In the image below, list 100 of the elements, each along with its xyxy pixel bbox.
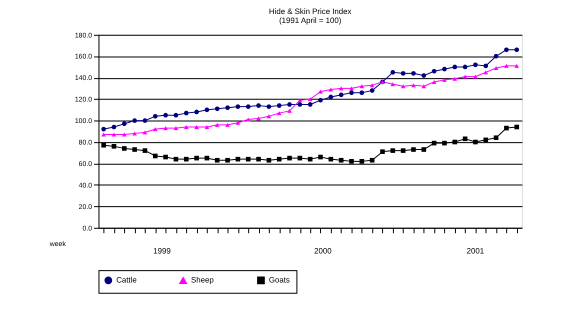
point — [452, 64, 458, 70]
point — [483, 64, 488, 68]
point — [112, 132, 116, 137]
point — [370, 88, 374, 93]
point — [338, 92, 344, 98]
point — [494, 135, 498, 140]
point — [421, 84, 426, 88]
point — [400, 84, 406, 88]
point — [308, 97, 313, 102]
point — [494, 66, 498, 70]
point — [308, 102, 313, 107]
point — [514, 64, 520, 68]
point — [152, 114, 158, 119]
point — [432, 68, 436, 74]
point — [483, 70, 488, 74]
point — [214, 122, 220, 127]
point — [370, 158, 374, 163]
point — [204, 156, 210, 160]
legend-label: Cattle — [116, 275, 138, 284]
legend-label: Goats — [268, 275, 290, 284]
text: 2001 — [466, 246, 484, 256]
point — [442, 78, 447, 82]
point — [338, 86, 344, 90]
point — [174, 112, 178, 118]
point — [174, 126, 178, 130]
point — [276, 103, 282, 108]
point — [174, 156, 178, 162]
point — [246, 104, 251, 109]
point — [390, 148, 396, 153]
point — [318, 98, 323, 103]
point — [276, 111, 282, 116]
point — [494, 54, 498, 59]
point — [452, 76, 458, 81]
point — [194, 125, 199, 130]
point — [163, 112, 168, 118]
point — [298, 156, 302, 160]
point — [194, 156, 199, 160]
point — [266, 104, 272, 109]
point — [256, 156, 261, 162]
point — [390, 70, 396, 75]
point — [214, 158, 220, 163]
legend-label: Sheep — [191, 276, 214, 285]
chart-subtitle: (1991 April = 100) — [279, 16, 342, 25]
point — [101, 142, 106, 148]
point — [318, 154, 323, 160]
point — [390, 82, 396, 86]
point — [514, 48, 520, 52]
point — [122, 132, 127, 137]
point — [225, 158, 230, 163]
point — [132, 147, 137, 152]
point — [287, 108, 292, 113]
point — [421, 147, 426, 152]
point — [266, 114, 272, 118]
point — [338, 158, 344, 163]
point — [452, 140, 458, 144]
point — [360, 90, 364, 95]
point — [214, 106, 220, 112]
point — [112, 124, 116, 130]
point — [432, 140, 436, 146]
point — [462, 64, 468, 70]
point — [132, 131, 137, 136]
point — [204, 125, 210, 130]
point — [421, 73, 426, 78]
point — [349, 90, 354, 95]
point — [152, 154, 158, 158]
point — [514, 124, 520, 130]
point — [276, 156, 282, 162]
point — [112, 144, 116, 149]
point — [225, 105, 230, 110]
point — [266, 158, 272, 163]
point — [101, 126, 106, 132]
point — [287, 102, 292, 107]
point — [349, 86, 354, 90]
chart-title: Hide & Skin Price Index — [268, 7, 352, 16]
point — [163, 126, 168, 130]
point — [349, 159, 354, 164]
point — [400, 148, 406, 153]
point — [483, 138, 488, 142]
point — [246, 118, 251, 122]
point — [122, 146, 127, 151]
point — [380, 149, 385, 154]
point — [142, 148, 148, 153]
point — [473, 74, 478, 79]
point — [163, 154, 168, 160]
point — [328, 156, 334, 162]
point — [236, 104, 240, 109]
point — [298, 98, 302, 102]
point — [360, 159, 364, 164]
point — [298, 102, 302, 107]
point — [236, 156, 240, 162]
point — [360, 84, 364, 88]
text: 1999 — [153, 246, 171, 256]
point — [442, 140, 447, 146]
point — [504, 64, 509, 68]
point — [411, 71, 416, 76]
point — [504, 126, 509, 130]
point — [328, 87, 334, 92]
point — [442, 66, 447, 72]
point — [101, 132, 106, 137]
point — [194, 110, 199, 114]
